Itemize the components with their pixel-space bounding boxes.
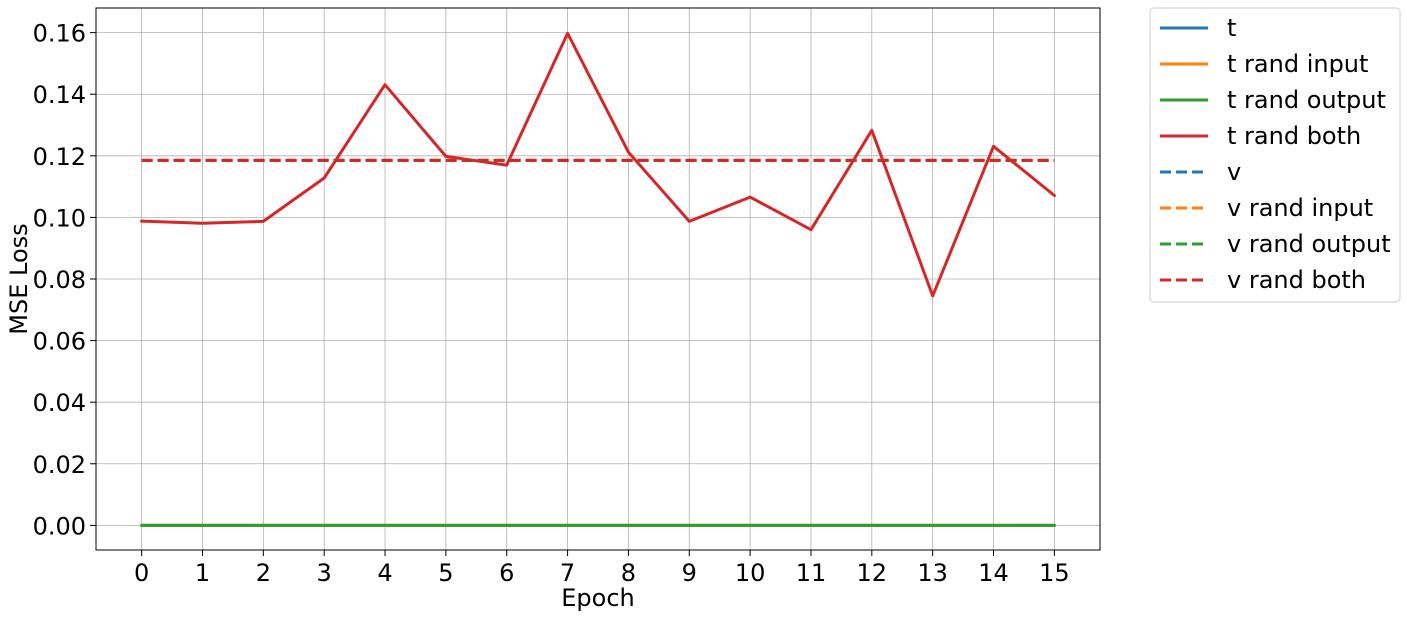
x-axis-label: Epoch (561, 584, 635, 612)
x-axis-ticks: 0 1 2 3 4 5 6 7 8 9 10 11 12 13 14 15 (134, 550, 1070, 587)
legend-label: v rand both (1227, 266, 1366, 294)
y-tick-label: 0.12 (33, 143, 86, 171)
grid-lines (96, 8, 1100, 550)
y-axis-ticks: 0.00 0.02 0.04 0.06 0.08 0.10 0.12 0.14 0.16 (33, 20, 96, 540)
x-tick-label: 3 (317, 559, 332, 587)
x-tick-label: 1 (195, 559, 210, 587)
x-tick-label: 15 (1039, 559, 1070, 587)
legend-label: t rand input (1227, 50, 1368, 78)
x-tick-label: 9 (682, 559, 697, 587)
legend: t t rand input t rand output t rand both v v … (1149, 7, 1401, 303)
x-tick-label: 13 (917, 559, 948, 587)
y-tick-label: 0.02 (33, 451, 86, 479)
y-tick-label: 0.16 (33, 20, 86, 48)
x-tick-label: 6 (499, 559, 514, 587)
legend-box (1149, 7, 1401, 303)
series-line-3 (140, 31, 1056, 298)
legend-label: t (1227, 14, 1236, 42)
y-tick-label: 0.00 (33, 512, 86, 540)
x-tick-label: 12 (857, 559, 888, 587)
x-tick-label: 5 (438, 559, 453, 587)
y-tick-label: 0.08 (33, 266, 86, 294)
y-axis-label: MSE Loss (5, 223, 33, 334)
x-tick-label: 8 (621, 559, 636, 587)
legend-label: t rand output (1227, 86, 1386, 114)
legend-label: v (1227, 158, 1241, 186)
x-tick-label: 4 (377, 559, 392, 587)
x-tick-label: 10 (735, 559, 766, 587)
legend-label: v rand output (1227, 230, 1391, 258)
legend-label: v rand input (1227, 194, 1373, 222)
y-tick-label: 0.04 (33, 389, 86, 417)
legend-label: t rand both (1227, 122, 1361, 150)
x-tick-label: 0 (134, 559, 149, 587)
y-tick-label: 0.06 (33, 328, 86, 356)
y-tick-label: 0.14 (33, 81, 86, 109)
x-tick-label: 7 (560, 559, 575, 587)
x-tick-label: 2 (256, 559, 271, 587)
series-lines (140, 31, 1056, 527)
x-tick-label: 11 (796, 559, 827, 587)
x-tick-label: 14 (978, 559, 1009, 587)
y-tick-label: 0.10 (33, 204, 86, 232)
